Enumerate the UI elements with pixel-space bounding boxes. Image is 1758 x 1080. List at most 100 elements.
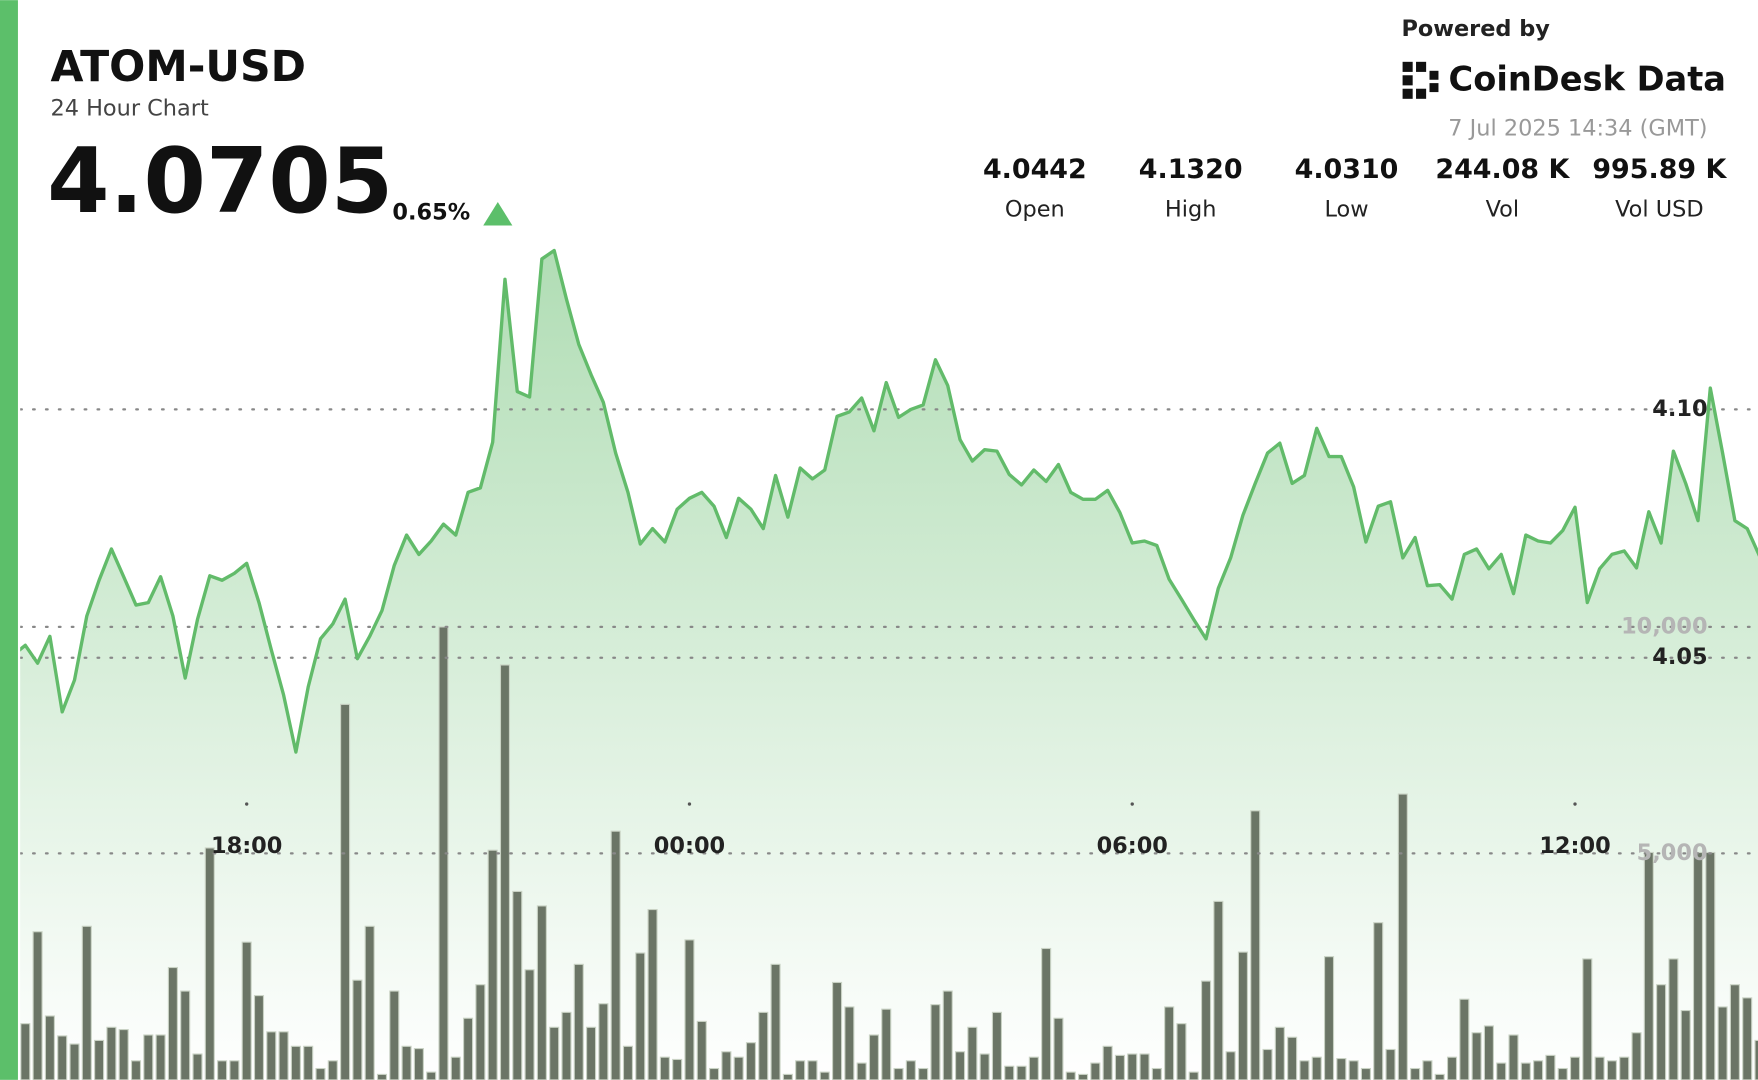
- volume-bar: [44, 1015, 55, 1080]
- volume-bar: [352, 979, 363, 1080]
- volume-bar: [586, 1026, 597, 1080]
- volume-bar: [573, 963, 584, 1080]
- stat-label: Low: [1324, 196, 1368, 222]
- volume-bar: [1705, 851, 1716, 1080]
- volume-bar: [1533, 1060, 1544, 1080]
- volume-bar: [622, 1045, 634, 1080]
- volume-bar: [770, 963, 781, 1080]
- volume-bar: [229, 1060, 240, 1080]
- volume-bar: [463, 1017, 474, 1080]
- volume-bar: [1053, 1017, 1064, 1080]
- volume-bar: [1016, 1065, 1027, 1080]
- volume-bar: [745, 1042, 757, 1080]
- volume-bar: [315, 1067, 326, 1080]
- volume-bar: [1582, 958, 1593, 1080]
- volume-bar: [364, 925, 375, 1080]
- volume-bar: [1668, 958, 1679, 1080]
- stat-value: 4.1320: [1139, 154, 1243, 185]
- volume-bar: [1090, 1062, 1101, 1080]
- volume-bar: [807, 1060, 818, 1080]
- volume-bar: [1164, 1006, 1175, 1080]
- volume-bar: [795, 1060, 806, 1080]
- volume-bar: [1483, 1025, 1494, 1080]
- volume-bar: [918, 1067, 929, 1080]
- volume-bar: [167, 966, 178, 1080]
- volume-bar: [204, 847, 215, 1080]
- volume-bar: [1250, 810, 1261, 1080]
- volume-bar: [758, 1011, 769, 1080]
- chart-title: ATOM-USD: [50, 42, 306, 92]
- volume-bar: [1594, 1056, 1605, 1080]
- volume-bar: [340, 703, 351, 1080]
- volume-bar: [1041, 947, 1052, 1080]
- volume-bar: [610, 830, 621, 1080]
- volume-bar: [967, 1026, 978, 1080]
- volume-bar: [1459, 998, 1470, 1080]
- price-area: [20, 250, 1758, 1080]
- volume-bar: [253, 995, 265, 1080]
- volume-bar: [376, 1073, 388, 1080]
- volume-bar: [549, 1026, 560, 1080]
- volume-bar: [1299, 1060, 1310, 1080]
- volume-bar: [868, 1034, 879, 1080]
- x-tick-label: 12:00: [1539, 833, 1610, 859]
- stat-value: 995.89 K: [1592, 154, 1727, 185]
- volume-bar: [1520, 1062, 1531, 1080]
- volume-bar: [1139, 1053, 1150, 1080]
- powered-by: Powered by: [1401, 16, 1550, 42]
- volume-bar: [266, 1031, 277, 1080]
- volume-bar: [1114, 1054, 1125, 1080]
- volume-bar: [69, 1043, 80, 1080]
- volume-bar: [881, 1008, 892, 1080]
- volume-bar: [1287, 1036, 1298, 1080]
- volume-bar: [721, 1051, 732, 1080]
- stat-value: 4.0442: [983, 154, 1087, 185]
- price-change: 0.65%: [392, 200, 470, 226]
- x-tick-mark: [245, 802, 249, 806]
- y2-tick-label: 5,000: [1637, 840, 1708, 866]
- chart-subtitle: 24 Hour Chart: [50, 95, 209, 121]
- volume-bar: [1754, 1039, 1758, 1080]
- volume-bar: [647, 908, 658, 1080]
- y-tick-label: 4.05: [1652, 644, 1707, 670]
- volume-bar: [1422, 1060, 1433, 1080]
- volume-bar: [180, 990, 191, 1080]
- y2-tick-label: 10,000: [1621, 613, 1707, 639]
- volume-bar: [782, 1073, 793, 1080]
- y-tick-label: 4.10: [1652, 396, 1707, 422]
- volume-bar: [1237, 951, 1248, 1080]
- volume-bar: [1323, 956, 1335, 1080]
- volume-bar: [684, 939, 695, 1080]
- x-tick-label: 00:00: [654, 833, 725, 859]
- stat-label: Vol: [1486, 196, 1520, 222]
- volume-bar: [290, 1045, 301, 1080]
- volume-bar: [1410, 1067, 1421, 1080]
- x-tick-mark: [687, 802, 692, 806]
- volume-bar: [819, 1071, 830, 1080]
- volume-bar: [94, 1039, 105, 1080]
- volume-bar: [1065, 1071, 1076, 1080]
- volume-bar: [832, 981, 843, 1080]
- volume-bar: [991, 1011, 1002, 1080]
- volume-bar: [475, 984, 486, 1080]
- volume-bar: [327, 1060, 338, 1080]
- volume-bar: [1336, 1057, 1347, 1080]
- volume-bar: [561, 1011, 572, 1080]
- volume-bar: [1557, 1067, 1568, 1080]
- volume-bar: [217, 1060, 228, 1080]
- stat-label: High: [1165, 196, 1217, 222]
- volume-bar: [1262, 1048, 1273, 1080]
- volume-bar: [905, 1060, 916, 1080]
- price-line: [20, 248, 1758, 754]
- volume-bar: [1569, 1056, 1581, 1080]
- volume-bar: [1225, 1051, 1236, 1080]
- current-price: 4.0705: [47, 130, 393, 234]
- volume-bar: [487, 849, 498, 1080]
- volume-bar: [1717, 1006, 1728, 1080]
- volume-bar: [1692, 851, 1704, 1080]
- volume-bar: [278, 1031, 289, 1080]
- volume-bar: [1680, 1009, 1691, 1080]
- volume-bar: [1643, 851, 1654, 1080]
